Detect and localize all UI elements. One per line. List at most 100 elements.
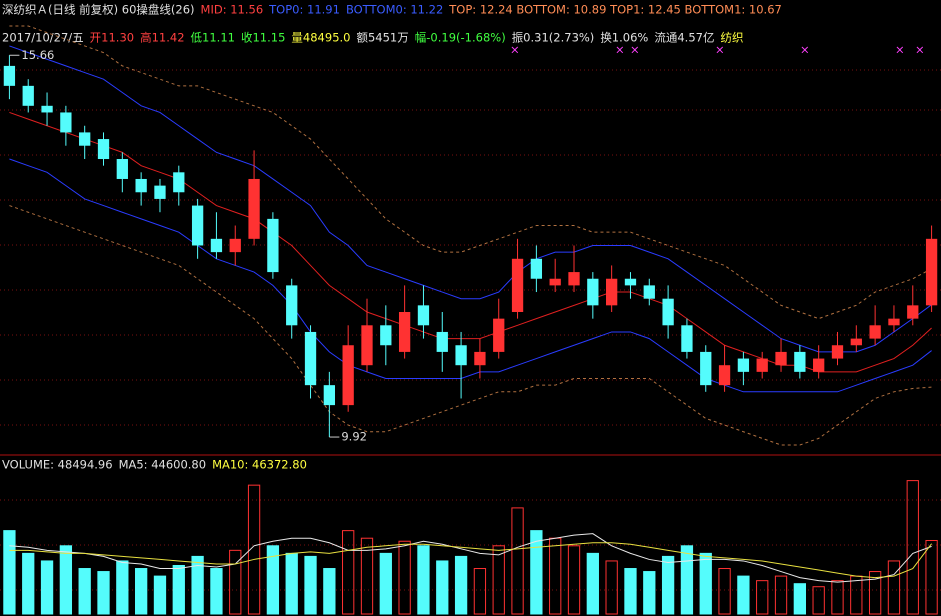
volume-bar [887, 560, 901, 615]
candle-body [267, 218, 279, 273]
candle-body [681, 325, 693, 352]
band-line [9, 25, 932, 320]
candle-body [248, 178, 260, 239]
signal-markers: × × × × × × × [510, 43, 925, 57]
candle-body [662, 298, 674, 326]
header-text: MID: 11.56 [201, 3, 264, 17]
volume-bar [812, 586, 825, 615]
volume-bar [360, 537, 374, 615]
header-text: 纺织 [720, 31, 743, 45]
candle-body [925, 238, 938, 306]
volume-bar [172, 564, 185, 615]
volume-bar [3, 530, 16, 615]
candle-body [587, 278, 599, 306]
candle-body [511, 258, 524, 312]
volume-bar [661, 555, 675, 615]
candle-body [756, 358, 768, 372]
volume-bar [398, 540, 411, 615]
volume-bar [473, 568, 487, 615]
volume-bar [793, 583, 806, 615]
volume-bar [59, 545, 73, 615]
candle-body [342, 345, 354, 406]
volume-bar [530, 530, 543, 615]
header-text: 换1.06% [600, 31, 648, 45]
candle-body [455, 345, 467, 366]
candle-body [229, 238, 241, 253]
volume-bar [567, 545, 581, 615]
band-line [9, 533, 932, 583]
volume-bar [22, 552, 35, 615]
volume-bar [868, 571, 882, 615]
svg-text:×: × [895, 43, 905, 57]
background-grid [0, 69, 941, 591]
band-line [9, 542, 932, 579]
volume-bar [379, 552, 392, 615]
candle-body [831, 345, 844, 359]
candle-body [606, 278, 618, 306]
volume-bar [906, 480, 919, 615]
candle-body [116, 159, 128, 179]
candle-body [718, 365, 731, 386]
volume-bar [78, 568, 91, 615]
volume-bar [756, 580, 769, 615]
volume-bar [323, 568, 336, 615]
candle-body [907, 305, 919, 319]
volume-bar [266, 545, 280, 615]
header-text: 幅-0.19(-1.68%) [415, 31, 506, 45]
header-text: MA10: 46372.80 [212, 458, 307, 472]
candle-body [493, 318, 505, 352]
volume-bar [605, 560, 618, 615]
header-text: TOP: 12.24 BOTTOM: 10.89 TOP1: 12.45 BOT… [448, 3, 782, 17]
band-line [9, 158, 932, 393]
candle-body [888, 318, 900, 326]
candle-body [474, 351, 486, 366]
candle-body [398, 311, 411, 352]
svg-text:×: × [715, 43, 725, 57]
volume-bar [624, 568, 637, 615]
band-line [9, 205, 932, 446]
header-text: TOP0: 11.91 [268, 3, 340, 17]
svg-text:×: × [510, 43, 520, 57]
volume-bar [737, 575, 750, 615]
volume-bar [643, 571, 656, 615]
volume-bar [229, 549, 242, 615]
candle-body [210, 238, 223, 253]
candle-body [530, 258, 543, 279]
header-text: 深纺织Ａ(日线 前复权) 60操盘线(26) [2, 3, 195, 17]
candle-body [60, 112, 72, 133]
volume-bar [210, 568, 223, 615]
svg-text:×: × [630, 43, 640, 57]
candle-body [304, 331, 317, 386]
candle-body [568, 272, 580, 286]
volume-bar [116, 560, 129, 615]
annotation-label: 9.92 [341, 430, 367, 444]
candle-body [191, 205, 204, 246]
annotation-label: 15.66 [21, 48, 54, 62]
candle-body [417, 305, 430, 326]
header-text: 流通4.57亿 [654, 31, 714, 45]
candle-body [624, 278, 637, 286]
candle-body [850, 338, 862, 346]
svg-text:×: × [915, 43, 925, 57]
volume-bar [774, 575, 788, 615]
volume-bar [718, 568, 731, 615]
volume-bar [153, 575, 167, 615]
header-text: 高11.42 [140, 31, 184, 45]
volume-bar [454, 555, 468, 615]
header-text: 开11.30 [90, 31, 134, 45]
candle-body [737, 358, 750, 372]
candle-body [813, 358, 825, 372]
header-text: 振0.31(2.73%) [512, 31, 595, 45]
header-text: BOTTOM0: 11.22 [346, 3, 443, 17]
band-line [9, 45, 932, 353]
candle-body [3, 65, 16, 86]
header-text: VOLUME: 48494.96 [2, 458, 113, 472]
volume-bar [191, 555, 204, 615]
volume-bar [135, 568, 148, 615]
candle-body [22, 85, 34, 106]
volume-bar [97, 571, 110, 615]
header-text: MA5: 44600.80 [119, 458, 207, 472]
volume-bar [925, 539, 938, 615]
